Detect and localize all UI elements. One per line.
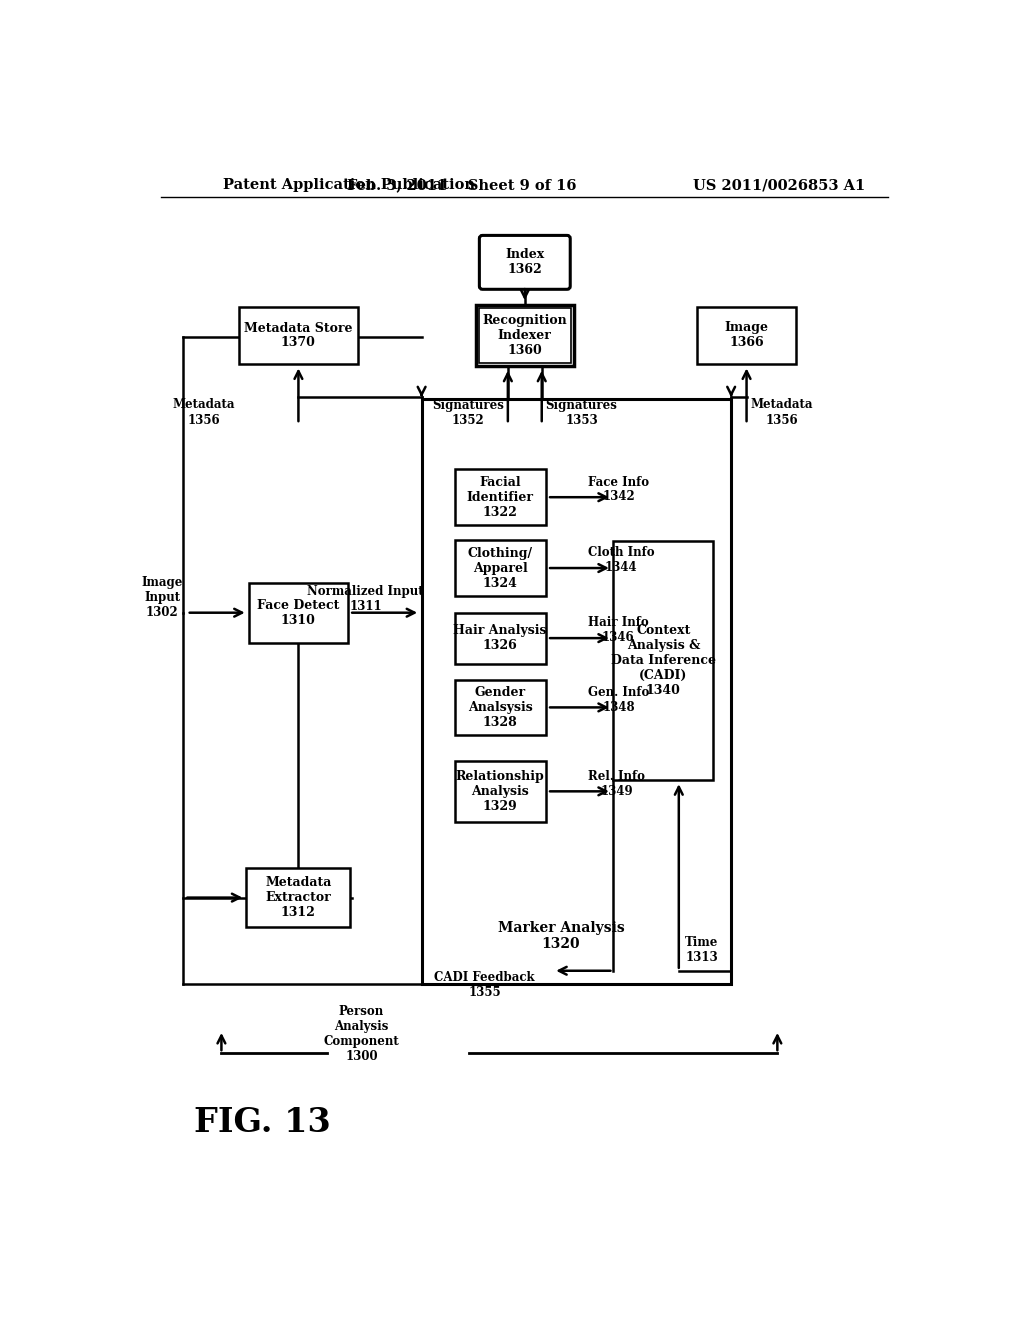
Text: Metadata
1356: Metadata 1356 bbox=[173, 399, 236, 426]
Text: Image
Input
1302: Image Input 1302 bbox=[141, 576, 183, 619]
Text: Image
1366: Image 1366 bbox=[725, 322, 769, 350]
Text: Recognition
Indexer
1360: Recognition Indexer 1360 bbox=[482, 314, 567, 356]
Bar bbox=[455, 760, 546, 822]
Text: Metadata
Extractor
1312: Metadata Extractor 1312 bbox=[265, 876, 332, 919]
Text: Gen. Info
1348: Gen. Info 1348 bbox=[588, 685, 649, 714]
Bar bbox=[455, 470, 546, 525]
Text: Marker Analysis
1320: Marker Analysis 1320 bbox=[498, 921, 625, 952]
Text: Clothing/
Apparel
1324: Clothing/ Apparel 1324 bbox=[468, 546, 532, 590]
Text: Index
1362: Index 1362 bbox=[505, 248, 545, 276]
Bar bbox=[247, 869, 350, 927]
Text: Person
Analysis
Component
1300: Person Analysis Component 1300 bbox=[324, 1005, 399, 1063]
Text: Context
Analysis &
Data Inference
(CADI)
1340: Context Analysis & Data Inference (CADI)… bbox=[611, 624, 716, 697]
Text: Signatures
1353: Signatures 1353 bbox=[546, 399, 617, 426]
Text: Gender
Analsysis
1328: Gender Analsysis 1328 bbox=[468, 686, 532, 729]
Text: Normalized Input
1311: Normalized Input 1311 bbox=[307, 585, 424, 612]
Text: US 2011/0026853 A1: US 2011/0026853 A1 bbox=[692, 178, 865, 193]
Text: Hair Analysis
1326: Hair Analysis 1326 bbox=[454, 624, 547, 652]
Bar bbox=[613, 541, 714, 780]
Text: Rel. Info
1349: Rel. Info 1349 bbox=[588, 770, 645, 797]
Text: Patent Application Publication: Patent Application Publication bbox=[223, 178, 475, 193]
Text: Metadata
1356: Metadata 1356 bbox=[751, 399, 813, 426]
Text: Hair Info
1346: Hair Info 1346 bbox=[588, 616, 648, 644]
Text: Cloth Info
1344: Cloth Info 1344 bbox=[588, 546, 654, 574]
Bar bbox=[697, 306, 796, 364]
Bar bbox=[249, 582, 348, 643]
Text: CADI Feedback
1355: CADI Feedback 1355 bbox=[434, 970, 536, 999]
Text: Metadata Store
1370: Metadata Store 1370 bbox=[244, 322, 352, 350]
Bar bbox=[455, 612, 546, 664]
FancyBboxPatch shape bbox=[479, 235, 570, 289]
Bar bbox=[475, 305, 574, 367]
Text: Time
1313: Time 1313 bbox=[685, 936, 718, 964]
Text: Facial
Identifier
1322: Facial Identifier 1322 bbox=[467, 475, 534, 519]
Bar bbox=[455, 540, 546, 595]
Text: Face Detect
1310: Face Detect 1310 bbox=[257, 599, 340, 627]
Bar bbox=[455, 680, 546, 735]
Text: Feb. 3, 2011    Sheet 9 of 16: Feb. 3, 2011 Sheet 9 of 16 bbox=[347, 178, 577, 193]
Text: FIG. 13: FIG. 13 bbox=[194, 1106, 331, 1139]
Bar bbox=[239, 306, 358, 364]
Text: Face Info
1342: Face Info 1342 bbox=[588, 475, 649, 503]
Text: Relationship
Analysis
1329: Relationship Analysis 1329 bbox=[456, 770, 545, 813]
Bar bbox=[422, 399, 731, 983]
Bar bbox=[478, 308, 571, 363]
Text: Signatures
1352: Signatures 1352 bbox=[432, 399, 504, 426]
